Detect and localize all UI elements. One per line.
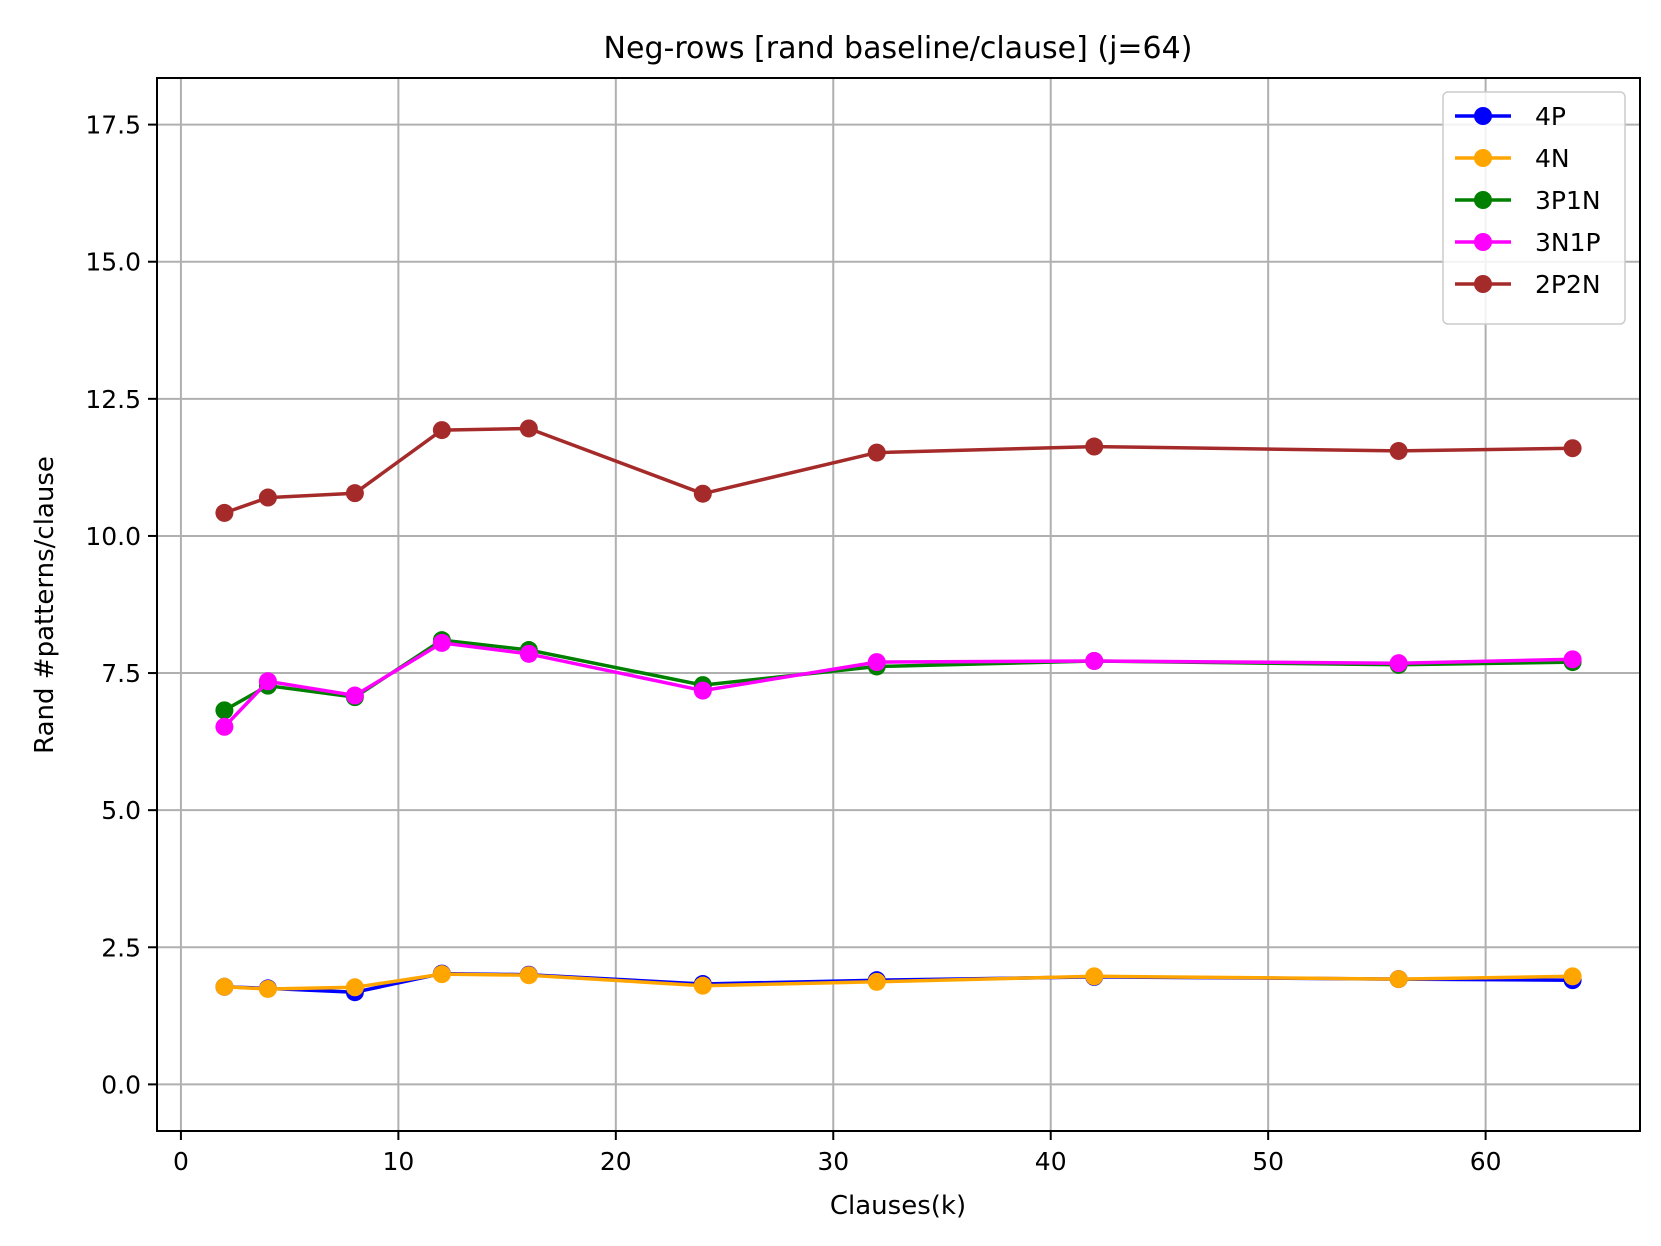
data-point-4n [215,977,234,996]
x-tick-label: 20 [600,1147,632,1176]
legend-label-4p: 4P [1535,102,1566,131]
y-tick-label: 15.0 [85,248,141,277]
series-2p2n [215,419,1582,522]
legend-marker-4n [1474,149,1492,167]
grid-lines [157,78,1640,1131]
data-point-4n [258,979,277,998]
data-point-3n1p [1085,651,1104,670]
legend-marker-3p1n [1474,191,1492,209]
legend-marker-4p [1474,107,1492,125]
data-point-3n1p [1563,650,1582,669]
series-line-2p2n [223,426,1573,515]
legend-box [1442,91,1626,325]
legend-marker-2p2n [1474,275,1492,293]
data-point-3n1p [345,686,364,705]
x-axis-label: Clauses(k) [830,1191,966,1221]
series-line-3n1p [223,641,1573,729]
x-tick-label: 50 [1252,1147,1284,1176]
data-point-3n1p [258,672,277,691]
data-point-3n1p [215,717,234,736]
y-axis-ticks: 0.0 2.5 5.0 7.5 10.0 12.5 15.0 17.5 [85,111,157,1099]
data-point-4n [1389,970,1408,989]
series-lines [215,419,1582,1002]
legend-label-4n: 4N [1535,144,1570,173]
data-point-2p2n [519,419,538,438]
data-point-3n1p [693,681,712,700]
legend-label-3n1p: 3N1P [1535,228,1601,257]
series-line-4n [224,972,1573,991]
data-point-4n [693,976,712,995]
plot-area-frame [156,77,1641,1132]
y-tick-label: 10.0 [85,522,141,551]
data-point-4n [867,972,886,991]
legend-label-3p1n: 3P1N [1535,186,1601,215]
x-tick-label: 0 [173,1147,189,1176]
series-3n1p [215,633,1582,736]
x-tick-label: 40 [1035,1147,1067,1176]
data-point-2p2n [345,484,364,503]
x-tick-label: 10 [382,1147,414,1176]
chart-title: Neg-rows [rand baseline/clause] (j=64) [604,31,1193,66]
y-tick-label: 7.5 [101,659,141,688]
data-point-4n [345,978,364,997]
data-point-2p2n [432,421,451,440]
data-point-2p2n [215,503,234,522]
legend-marker-3n1p [1474,233,1492,251]
data-point-3n1p [867,653,886,672]
data-point-4n [1563,967,1582,986]
legend: 4P 4N 3P1N 3N1P 2P2N [1442,91,1626,325]
data-point-3n1p [432,633,451,652]
data-point-2p2n [1085,437,1104,456]
y-tick-label: 2.5 [101,933,141,962]
data-point-4n [1085,967,1104,986]
y-axis-label: Rand #patterns/clause [30,456,60,754]
data-point-2p2n [258,488,277,507]
series-3p1n [215,631,1582,720]
y-tick-label: 0.0 [101,1070,141,1099]
data-point-2p2n [1563,439,1582,458]
legend-label-2p2n: 2P2N [1535,270,1601,299]
x-tick-label: 60 [1470,1147,1502,1176]
data-point-3n1p [519,644,538,663]
data-point-2p2n [1389,441,1408,460]
data-point-3p1n [215,701,234,720]
data-point-3n1p [1389,654,1408,673]
x-tick-label: 30 [817,1147,849,1176]
data-point-4n [519,966,538,985]
y-tick-label: 12.5 [85,385,141,414]
data-point-4n [432,965,451,984]
series-4n [215,965,1582,998]
data-point-2p2n [867,443,886,462]
data-point-2p2n [693,484,712,503]
y-tick-label: 17.5 [85,111,141,140]
y-tick-label: 5.0 [101,796,141,825]
x-axis-ticks: 0 10 20 30 40 50 60 [173,1131,1502,1176]
